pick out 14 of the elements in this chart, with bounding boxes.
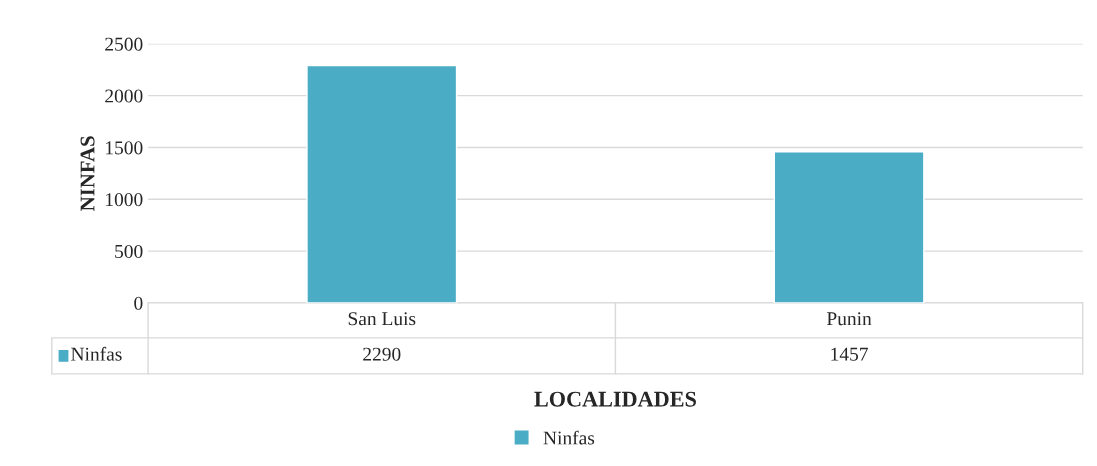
legend-label: Ninfas	[543, 430, 595, 445]
data-label: 1457	[831, 347, 868, 361]
y-tick-label: 500	[115, 244, 143, 259]
x-tick-label: San Luis	[348, 312, 416, 326]
data-label: 2290	[363, 347, 401, 361]
x-axis-title: LOCALIDADES	[534, 391, 696, 407]
x-tick-label: Punin	[826, 312, 872, 326]
y-axis-title: NINFAS	[80, 136, 95, 211]
y-tick-label: 1500	[106, 141, 143, 155]
y-tick-label: 2500	[105, 37, 143, 51]
text: Ninfas	[71, 346, 122, 361]
y-tick-label: 0	[134, 296, 143, 310]
y-tick-label: 2000	[105, 89, 143, 103]
y-tick-label: 1000	[106, 193, 143, 207]
